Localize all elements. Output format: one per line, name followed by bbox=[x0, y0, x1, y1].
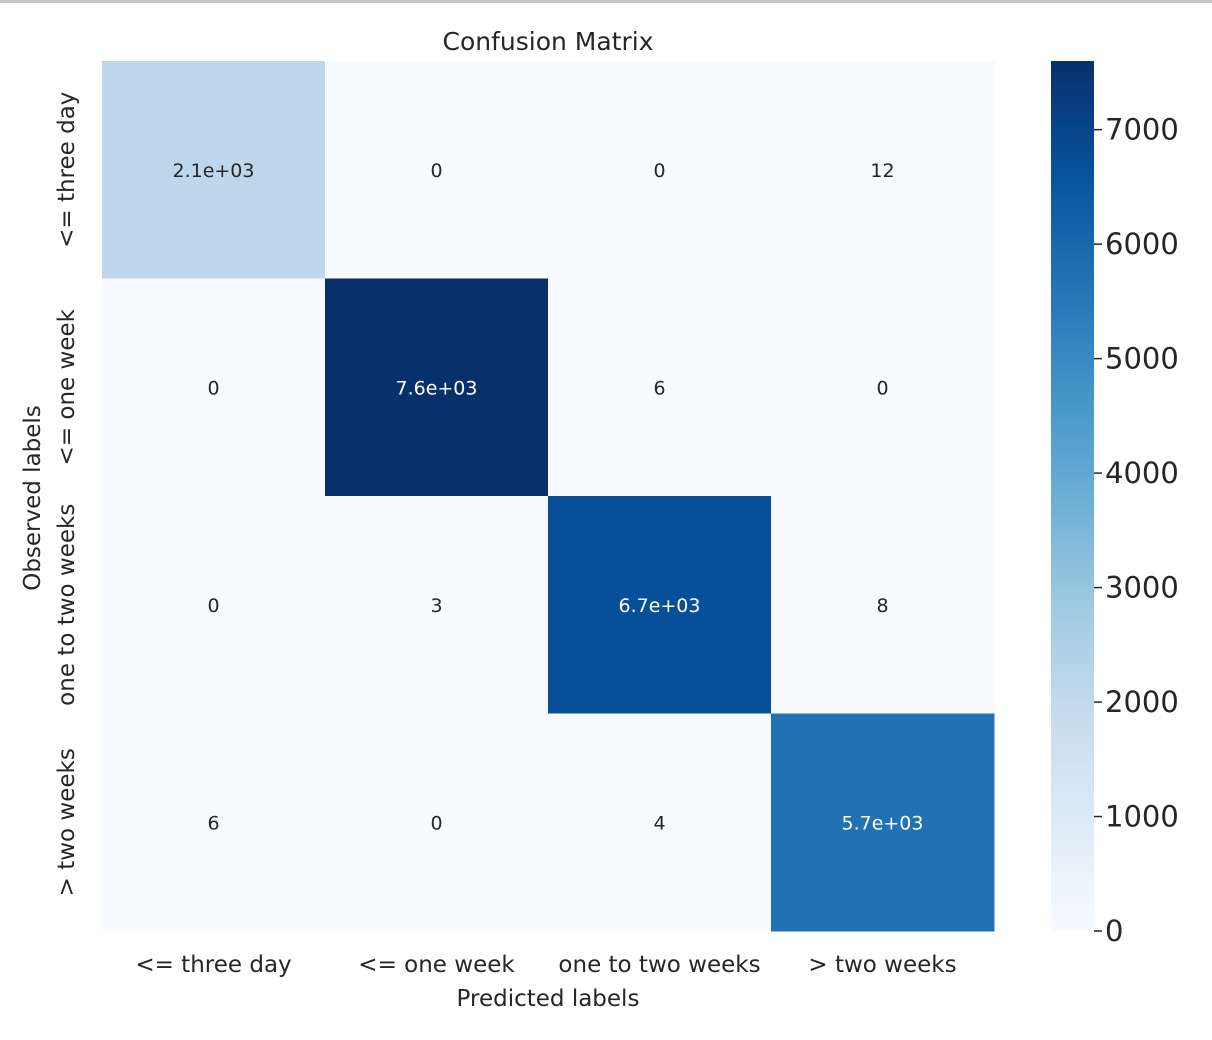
chart-title: Confusion Matrix bbox=[442, 27, 653, 56]
y-tick-label: <= three day bbox=[54, 92, 80, 248]
cell-annotation-r4-c4: 5.7e+03 bbox=[841, 812, 923, 834]
heatmap-cell-r3-c3 bbox=[548, 496, 772, 714]
heatmap-annotations: 2.1e+03 0 0 12 0 7.6e+03 6 0 0 3 6.7e+03 8 6 0 4 5.7e+0… bbox=[172, 160, 923, 835]
cell-annotation-r1-c2: 0 bbox=[430, 160, 442, 182]
y-tick-label: <= one week bbox=[54, 308, 80, 465]
x-tick-label: > two weeks bbox=[808, 952, 956, 978]
y-tick-labels: <= three day <= one week one to two weeks >… bbox=[54, 92, 80, 897]
x-tick-label: <= one week bbox=[358, 952, 515, 978]
cell-annotation-r1-c1: 2.1e+03 bbox=[172, 160, 254, 182]
colorbar bbox=[1051, 61, 1094, 931]
heatmap-cell-r2-c1 bbox=[102, 278, 326, 497]
heatmap-cell-r2-c2 bbox=[325, 278, 549, 497]
cell-annotation-r4-c1: 6 bbox=[207, 812, 219, 834]
cell-annotation-r3-c3: 6.7e+03 bbox=[618, 595, 700, 617]
colorbar-tick-label: 0 bbox=[1105, 914, 1123, 948]
cell-annotation-r3-c4: 8 bbox=[876, 595, 888, 617]
heatmap-cells bbox=[102, 61, 995, 932]
y-tick-label: one to two weeks bbox=[54, 504, 80, 706]
cell-annotation-r2-c3: 6 bbox=[653, 377, 665, 399]
y-axis-label: Observed labels bbox=[20, 405, 46, 591]
x-tick-label: one to two weeks bbox=[558, 952, 760, 978]
colorbar-tick-label: 7000 bbox=[1105, 113, 1179, 147]
colorbar-tick-label: 5000 bbox=[1105, 342, 1179, 376]
heatmap-cell-r3-c4 bbox=[771, 496, 995, 714]
x-tick-label: <= three day bbox=[135, 952, 291, 978]
cell-annotation-r1-c4: 12 bbox=[870, 160, 894, 182]
cell-annotation-r3-c1: 0 bbox=[207, 595, 219, 617]
heatmap-cell-r1-c3 bbox=[548, 61, 772, 279]
heatmap-cell-r4-c2 bbox=[325, 713, 549, 932]
cell-annotation-r2-c4: 0 bbox=[876, 377, 888, 399]
heatmap-cell-r2-c3 bbox=[548, 278, 772, 497]
cell-top-border bbox=[0, 0, 1212, 3]
cell-annotation-r1-c3: 0 bbox=[653, 160, 665, 182]
heatmap-cell-r4-c3 bbox=[548, 713, 772, 932]
y-tick-label: > two weeks bbox=[54, 748, 80, 896]
heatmap-cell-r1-c4 bbox=[771, 61, 995, 279]
colorbar-tick-label: 3000 bbox=[1105, 571, 1179, 605]
colorbar-tick-label: 1000 bbox=[1105, 800, 1179, 834]
colorbar-tick-label: 4000 bbox=[1105, 456, 1179, 490]
heatmap-cell-r1-c2 bbox=[325, 61, 549, 279]
heatmap-cell-r3-c1 bbox=[102, 496, 326, 714]
colorbar-tick-label: 2000 bbox=[1105, 685, 1179, 719]
colorbar-ticks: 0 1000 2000 3000 4000 5000 6000 7000 bbox=[1094, 113, 1179, 948]
heatmap-cell-r1-c1 bbox=[102, 61, 326, 279]
heatmap-cell-r4-c1 bbox=[102, 713, 326, 932]
cell-annotation-r2-c1: 0 bbox=[207, 377, 219, 399]
x-axis-label: Predicted labels bbox=[457, 986, 640, 1012]
colorbar-tick-label: 6000 bbox=[1105, 227, 1179, 261]
heatmap-cell-r4-c4 bbox=[771, 713, 995, 932]
cell-annotation-r4-c2: 0 bbox=[430, 812, 442, 834]
heatmap-cell-r2-c4 bbox=[771, 278, 995, 497]
heatmap-cell-r3-c2 bbox=[325, 496, 549, 714]
cell-annotation-r4-c3: 4 bbox=[653, 812, 665, 834]
cell-annotation-r2-c2: 7.6e+03 bbox=[395, 377, 477, 399]
x-tick-labels: <= three day <= one week one to two weeks >… bbox=[135, 952, 956, 978]
cell-annotation-r3-c2: 3 bbox=[430, 595, 442, 617]
